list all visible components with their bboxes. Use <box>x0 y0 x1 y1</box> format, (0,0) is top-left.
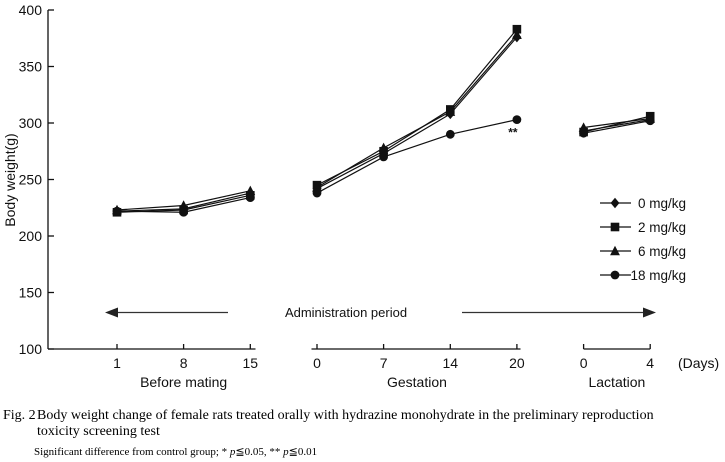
circle-marker <box>445 129 455 139</box>
x-tick-label: 0 <box>580 355 588 371</box>
circle-marker <box>610 270 620 280</box>
y-tick-label: 200 <box>19 228 43 244</box>
series-0-mg-kg <box>112 31 655 217</box>
figure-caption: Fig. 2 Body weight change of female rats… <box>3 408 654 439</box>
x-tick-label: 20 <box>509 355 525 371</box>
section-label: Gestation <box>387 374 447 390</box>
left-arrow-icon <box>105 307 118 318</box>
series-line <box>583 117 651 129</box>
square-marker <box>512 24 522 34</box>
y-tick-label: 350 <box>19 59 43 75</box>
series-line <box>316 119 518 194</box>
series-line <box>316 28 518 186</box>
footnote-p005: ≦0.05, ** <box>235 446 284 458</box>
legend: 0 mg/kg 2 mg/kg 6 mg/kg 18 mg/kg <box>600 196 686 283</box>
series-2-mg-kg <box>112 24 655 217</box>
x-tick-label: 8 <box>180 355 188 371</box>
legend-label: 2 mg/kg <box>638 220 686 235</box>
circle-marker <box>245 193 255 202</box>
circle-marker <box>379 152 388 162</box>
triangle-marker <box>578 122 589 132</box>
triangle-marker <box>378 142 389 153</box>
x-tick-label: 7 <box>380 355 388 371</box>
section-label: Lactation <box>588 374 645 390</box>
axes <box>47 9 651 350</box>
x-unit-label: (Days) <box>678 355 719 371</box>
section-label: Before mating <box>140 374 227 390</box>
legend-label: 0 mg/kg <box>638 196 686 211</box>
y-tick-label: 400 <box>19 2 43 18</box>
triangle-marker <box>245 185 256 195</box>
circle-marker <box>112 206 122 216</box>
legend-entry-0-mg-kg: 0 mg/kg <box>600 196 686 211</box>
x-tick-label: 4 <box>646 355 654 371</box>
legend-entry-18-mg-kg: 18 mg/kg <box>600 268 686 283</box>
y-tick-label: 250 <box>19 172 43 188</box>
right-arrow-icon <box>643 307 656 318</box>
circle-marker <box>645 116 655 126</box>
significance-footnote: Significant difference from control grou… <box>34 445 317 458</box>
circle-marker <box>312 188 322 198</box>
figure-number: Fig. 2 <box>3 408 36 423</box>
x-tick-label: 1 <box>113 355 121 371</box>
legend-label: 18 mg/kg <box>630 268 686 283</box>
footnote-p-symbol-2: p <box>283 446 289 458</box>
administration-period-label: Administration period <box>285 305 407 320</box>
series-line <box>583 115 651 133</box>
triangle-marker <box>178 200 189 210</box>
circle-marker <box>579 128 588 138</box>
series-line <box>316 36 518 190</box>
triangle-marker <box>445 106 456 116</box>
caption-line-1: Body weight change of female rats treate… <box>37 408 654 423</box>
triangle-marker <box>312 182 322 192</box>
y-axis-title: Body weight(g) <box>2 133 18 226</box>
legend-entry-6-mg-kg: 6 mg/kg <box>600 244 686 259</box>
figure-caption-text: Body weight change of female rats treate… <box>37 408 654 439</box>
footnote-text: Significant difference from control grou… <box>34 446 230 458</box>
x-tick-label: 14 <box>443 355 459 371</box>
series-line <box>583 120 651 134</box>
x-tick-label: 15 <box>243 355 259 371</box>
footnote-p001: ≦0.01 <box>288 446 318 458</box>
series-6-mg-kg <box>112 29 656 215</box>
y-tick-label: 100 <box>19 341 43 357</box>
caption-line-2: toxicity screening test <box>37 423 160 439</box>
diamond-marker <box>610 197 620 209</box>
circle-marker <box>512 115 522 125</box>
circle-marker <box>179 207 189 217</box>
administration-period: Administration period <box>105 305 656 320</box>
y-tick-label: 150 <box>19 285 43 301</box>
legend-label: 6 mg/kg <box>638 244 686 259</box>
square-marker <box>610 222 620 232</box>
series-18-mg-kg <box>112 115 655 217</box>
x-tick-label: 0 <box>313 355 321 371</box>
legend-entry-2-mg-kg: 2 mg/kg <box>600 220 686 235</box>
triangle-marker <box>512 29 522 40</box>
series-line <box>316 34 518 188</box>
footnote-p-symbol: p <box>229 446 236 458</box>
triangle-marker <box>610 245 620 256</box>
y-tick-label: 300 <box>19 115 43 131</box>
significance-annotation: ** <box>508 126 518 140</box>
